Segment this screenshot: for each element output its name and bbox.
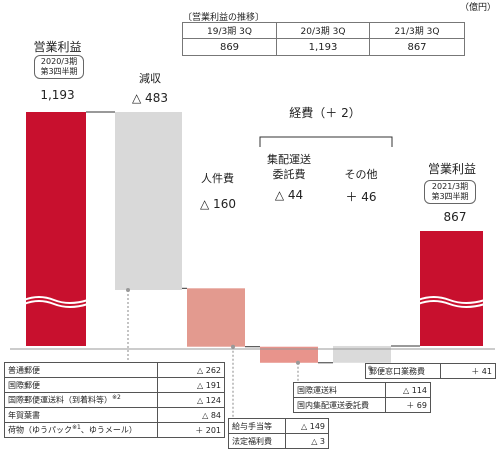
footnote-mark: ※1 [72,424,81,432]
start-total-bar [26,112,86,346]
footnote-mark: ※2 [112,394,121,402]
personnel-bar [187,288,245,347]
revenue-item-name: 国際郵便運送料（到着料等） [8,395,112,405]
trend-table: 19/3期 3Q 20/3期 3Q 21/3期 3Q 869 1,193 867 [182,22,465,56]
table-row: 国内集配運送委託費 ＋ 69 [293,397,431,413]
other-bar [333,345,391,363]
left-bar-period: 2020/3期 第3四半期 [34,55,84,79]
revenue-item-value: △ 191 [157,377,225,393]
axis-break-mark [23,296,89,308]
delivery-fee-label-1: 集配運送 [267,153,311,166]
leader-dot [126,288,130,292]
personnel-breakdown-table: 給与手当等 △ 149 法定福利費 △ 3 [228,418,329,449]
expense-group-bracket [259,136,393,147]
delivery-fee-value: △ 44 [274,188,304,202]
other-item-name: 郵便窓口業務費 [365,363,441,379]
personnel-label: 人件費 [201,172,234,185]
revenue-item-value: △ 124 [157,392,225,408]
trend-table-title: 〔営業利益の推移〕 [183,13,265,23]
right-bar-value: 867 [443,210,467,224]
right-bar-period-line2: 第3四半期 [431,192,469,201]
right-bar-period-line1: 2021/3期 [431,182,469,191]
revenue-decrease-bar [115,112,182,290]
revenue-item-name: 普通郵便 [4,362,158,378]
revenue-item-name: 年賀葉書 [4,407,158,423]
table-row: 国際運送料 △ 114 [293,382,431,398]
revenue-decrease-value: △ 483 [132,91,168,105]
personnel-value: △ 160 [200,197,236,211]
leader-dot [296,360,300,365]
revenue-item-value: △ 262 [157,362,225,378]
expense-group-label: 経費（＋ 2） [289,106,361,120]
revenue-item-name-cell: 荷物（ゆうパック※1、ゆうメール） [4,422,158,438]
delivery-fee-bar [260,346,318,363]
revenue-item-name: 荷物（ゆうパック [8,425,72,435]
left-bar-period-line1: 2020/3期 [40,57,78,66]
personnel-item-name: 給与手当等 [228,418,286,434]
right-bar-period: 2021/3期 第3四半期 [424,180,476,204]
other-breakdown-table: 郵便窓口業務費 ＋ 41 [365,363,496,379]
revenue-breakdown-table: 普通郵便 △ 262 国際郵便 △ 191 国際郵便運送料（到着料等）※2 △ … [4,362,225,438]
other-value: ＋ 46 [345,190,377,204]
left-bar-value: 1,193 [40,88,75,102]
delivery-item-name: 国際運送料 [293,382,386,398]
table-row: 郵便窓口業務費 ＋ 41 [365,363,496,379]
table-row: 国際郵便 △ 191 [4,377,225,393]
delivery-fee-label-2: 委託費 [272,168,306,181]
table-row: 法定福利費 △ 3 [228,433,329,449]
unit-label: （億円） [459,3,496,13]
delivery-item-name: 国内集配運送委託費 [293,397,386,413]
personnel-item-value: △ 149 [285,418,329,434]
right-bar-label: 営業利益 [427,162,476,176]
personnel-item-value: △ 3 [285,433,329,449]
revenue-item-value: ＋ 201 [157,422,225,438]
revenue-item-name-tail: 、ゆうメール） [80,425,137,435]
left-bar-period-line2: 第3四半期 [40,67,78,76]
delivery-breakdown-table: 国際運送料 △ 114 国内集配運送委託費 ＋ 69 [293,382,431,413]
table-row: 国際郵便運送料（到着料等）※2 △ 124 [4,392,225,408]
leader-dot [231,344,235,349]
revenue-item-value: △ 84 [157,407,225,423]
other-label: その他 [344,168,378,181]
personnel-item-name: 法定福利費 [228,433,286,449]
left-bar-label: 営業利益 [33,40,82,54]
table-row: 給与手当等 △ 149 [228,418,329,434]
revenue-decrease-label: 減収 [139,72,161,85]
table-row: 年賀葉書 △ 84 [4,407,225,423]
delivery-item-value: ＋ 69 [385,397,431,413]
table-row: 荷物（ゆうパック※1、ゆうメール） ＋ 201 [4,422,225,438]
delivery-item-value: △ 114 [385,382,431,398]
table-row: 普通郵便 △ 262 [4,362,225,378]
other-item-value: ＋ 41 [440,363,496,379]
end-total-bar [420,231,483,346]
trend-value-21: 867 [369,38,465,56]
axis-break-mark [417,296,486,308]
revenue-item-name: 国際郵便 [4,377,158,393]
revenue-item-name-cell: 国際郵便運送料（到着料等）※2 [4,392,158,408]
